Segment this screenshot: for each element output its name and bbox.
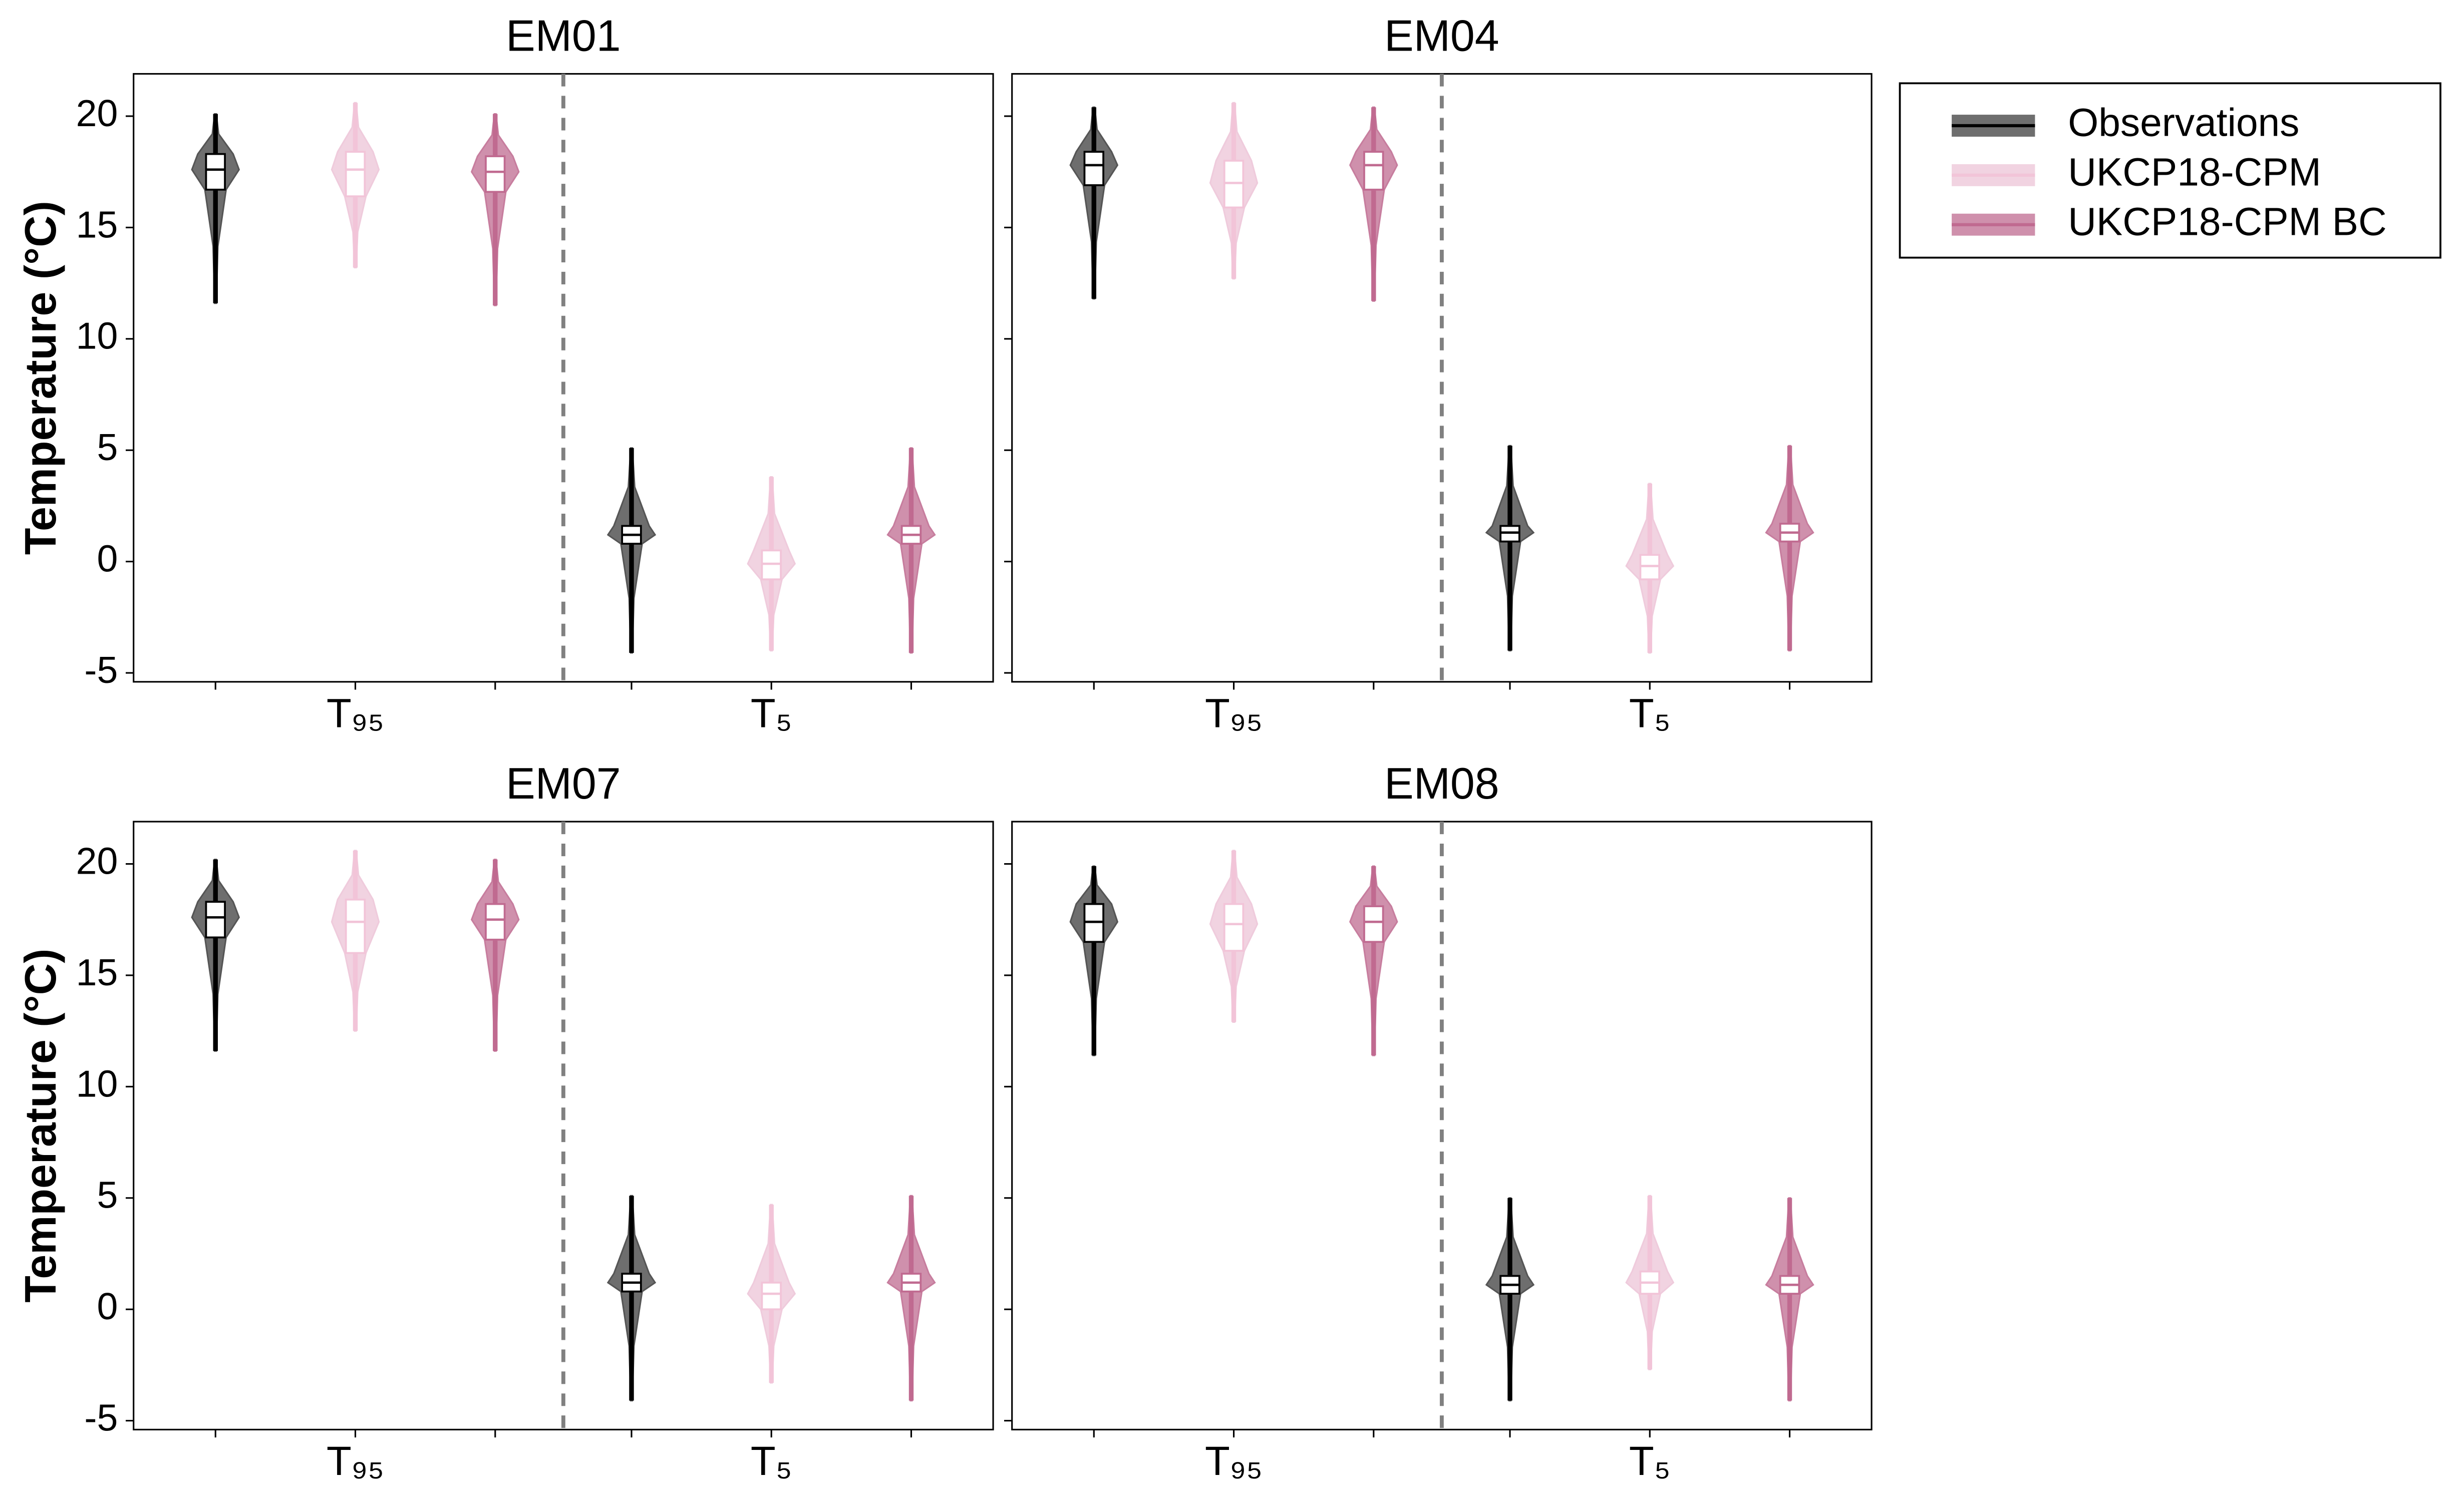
box: [485, 155, 506, 193]
y-tick-label: 0: [97, 537, 118, 579]
y-tick-label: 20: [76, 840, 118, 882]
x-tick-label: T₉₅: [1205, 1438, 1263, 1484]
x-tick-label: T₅: [751, 1438, 792, 1484]
legend-label: UKCP18-CPM BC: [2068, 199, 2386, 243]
box: [485, 903, 506, 941]
y-axis-label: Temperature (°C): [16, 201, 65, 555]
box: [1223, 903, 1245, 952]
y-tick-label: -5: [84, 1396, 118, 1438]
x-tick-label: T₅: [751, 690, 792, 736]
panel-title: EM01: [506, 11, 621, 61]
y-tick-label: 10: [76, 315, 118, 357]
box: [761, 1281, 782, 1311]
y-tick-label: 5: [97, 1174, 118, 1216]
y-tick-label: 5: [97, 426, 118, 468]
y-tick-label: -5: [84, 649, 118, 691]
panel-title: EM07: [506, 759, 621, 808]
y-axis-label: Temperature (°C): [16, 949, 65, 1303]
x-tick-label: T₉₅: [1205, 690, 1263, 736]
panel-title: EM08: [1384, 759, 1499, 808]
y-tick-label: 10: [76, 1062, 118, 1104]
box: [1363, 151, 1384, 191]
y-tick-label: 0: [97, 1285, 118, 1327]
box: [345, 151, 366, 198]
y-tick-label: 15: [76, 203, 118, 245]
x-tick-label: T₉₅: [327, 1438, 384, 1484]
x-tick-label: T₅: [1629, 690, 1671, 736]
box: [345, 898, 366, 954]
x-tick-label: T₉₅: [327, 690, 384, 736]
box: [205, 153, 226, 191]
x-tick-label: T₅: [1629, 1438, 1671, 1484]
legend-label: Observations: [2068, 101, 2299, 145]
legend-label: UKCP18-CPM: [2068, 150, 2321, 194]
box: [1363, 905, 1384, 943]
box: [205, 901, 226, 939]
panel-title: EM04: [1384, 11, 1499, 61]
y-tick-label: 20: [76, 92, 118, 134]
y-tick-label: 15: [76, 951, 118, 993]
box: [1083, 151, 1104, 186]
